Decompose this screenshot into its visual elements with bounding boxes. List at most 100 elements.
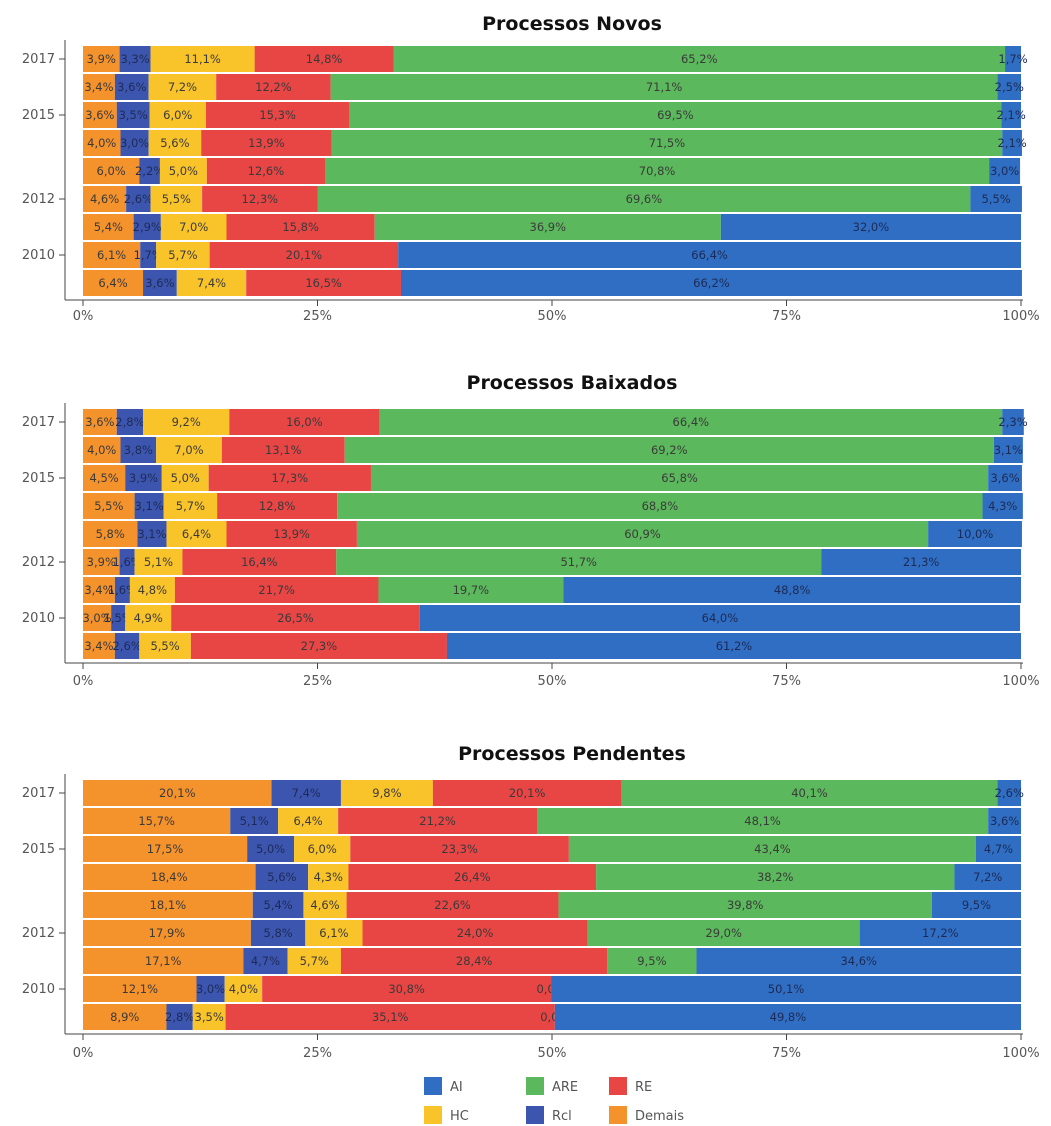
data-label-rcl-2011: 4,7% [251,954,280,968]
data-label-hc-2010: 5,7% [168,248,197,262]
legend-label-re: RE [635,1080,652,1095]
data-label-re-2016: 21,2% [419,814,456,828]
data-label-hc-2011: 7,0% [179,220,208,234]
data-label-re-2014: 12,8% [259,499,296,513]
legend-swatch-ai [424,1077,442,1095]
data-label-re-2017: 16,0% [286,415,323,429]
bar-re-2011 [226,214,375,240]
bar-ai-2017 [997,780,1021,806]
bar-ai-2014 [982,493,1023,519]
data-label-hc-2009: 5,5% [150,639,179,653]
bar-ai-2012 [970,186,1022,212]
chart-processos-pendentes: Processos Pendentes 20,1% 7,4% 9,8% 20,1% 40,… [22,743,1040,1061]
bar-hc-2015 [294,836,351,862]
data-label-rcl-2009: 2,8% [165,1010,194,1024]
bar-re-2017 [229,409,380,435]
data-label-are-2013: 60,9% [624,527,661,541]
data-label-demais-2016: 4,0% [87,443,116,457]
data-label-rcl-2009: 2,6% [112,639,141,653]
data-label-rcl-2013: 3,1% [137,527,166,541]
data-label-are-2013: 39,8% [727,898,764,912]
data-label-demais-2010: 3,0% [82,611,111,625]
x-tick-label-4: 100% [1002,674,1039,689]
bar-demais-2012 [83,186,127,212]
bar-rcl-2010 [111,605,126,631]
data-label-ai-2009: 61,2% [716,639,753,653]
data-label-demais-2011: 17,1% [145,954,182,968]
bar-demais-2014 [83,493,135,519]
data-label-hc-2014: 4,3% [314,870,343,884]
legend-item-re: RE [609,1077,652,1095]
data-label-re-2014: 13,9% [248,136,285,150]
x-tick-label-2: 50% [538,309,567,324]
bar-demais-2009 [83,270,144,296]
bar-re-2009 [246,270,401,296]
bar-are-2017 [621,780,998,806]
bar-demais-2009 [83,1004,167,1030]
data-label-hc-2011: 4,8% [138,583,167,597]
data-label-re-2013: 13,9% [273,527,310,541]
data-label-ai-2009: 49,8% [770,1010,807,1024]
bar-are-2014 [596,864,955,890]
bar-rcl-2011 [243,948,288,974]
y-tick-label-2012: 2012 [22,192,55,207]
y-tick-label-2015: 2015 [22,108,55,123]
data-label-rcl-2015: 3,5% [119,108,148,122]
data-label-ai-2016: 2,5% [995,80,1024,94]
data-label-rcl-2016: 3,8% [124,443,153,457]
bar-hc-2017 [340,780,433,806]
legend-label-ai: AI [450,1080,463,1095]
bar-hc-2014 [163,493,218,519]
data-label-demais-2017: 3,9% [87,52,116,66]
bar-hc-2012 [150,186,203,212]
data-label-demais-2013: 5,8% [96,527,125,541]
bar-ai-2013 [928,521,1022,547]
bar-hc-2011 [160,214,227,240]
data-label-rcl-2010: 1,7% [134,248,163,262]
data-label-demais-2011: 5,4% [94,220,123,234]
bar-are-2012 [317,186,971,212]
bar-re-2016 [221,437,345,463]
data-label-re-2009: 27,3% [301,639,338,653]
y-tick-label-2015: 2015 [22,471,55,486]
y-tick-label-2010: 2010 [22,611,55,626]
chart-title: Processos Novos [482,13,662,35]
y-tick-label-2017: 2017 [22,52,55,67]
bar-ai-2009 [400,270,1022,296]
x-tick-label-3: 75% [772,309,801,324]
bar-are-2016 [536,808,989,834]
data-label-are-2016: 71,1% [646,80,683,94]
data-label-re-2012: 12,3% [242,192,279,206]
bar-hc-2011 [129,577,175,603]
bar-hc-2010 [156,242,210,268]
bar-hc-2009 [176,270,247,296]
bar-hc-2010 [125,605,172,631]
data-label-ai-2014: 4,3% [988,499,1017,513]
data-label-ai-2009: 66,2% [693,276,730,290]
x-tick-label-0: 0% [73,1046,94,1061]
bar-re-2009 [225,1004,555,1030]
x-tick-label-0: 0% [73,309,94,324]
bar-re-2014 [201,130,332,156]
data-label-demais-2015: 17,5% [147,842,184,856]
bar-ai-2016 [988,808,1021,834]
bar-demais-2013 [83,521,138,547]
data-label-ai-2010: 66,4% [691,248,728,262]
data-label-are-2016: 48,1% [744,814,781,828]
data-label-re-2009: 35,1% [372,1010,409,1024]
bar-rcl-2010 [196,976,225,1002]
data-label-rcl-2013: 2,2% [135,164,164,178]
data-label-ai-2017: 2,6% [995,786,1024,800]
bar-demais-2009 [83,633,115,659]
data-label-ai-2017: 2,3% [998,415,1027,429]
x-tick-label-1: 25% [303,1046,332,1061]
bar-demais-2011 [83,577,115,603]
data-label-rcl-2011: 2,9% [133,220,162,234]
legend: AI ARE RE HC Rcl Demais [424,1077,684,1124]
data-label-hc-2010: 4,9% [134,611,163,625]
bar-are-2013 [356,521,929,547]
bar-ai-2011 [563,577,1021,603]
data-label-re-2011: 21,7% [258,583,295,597]
data-label-hc-2016: 6,4% [294,814,323,828]
